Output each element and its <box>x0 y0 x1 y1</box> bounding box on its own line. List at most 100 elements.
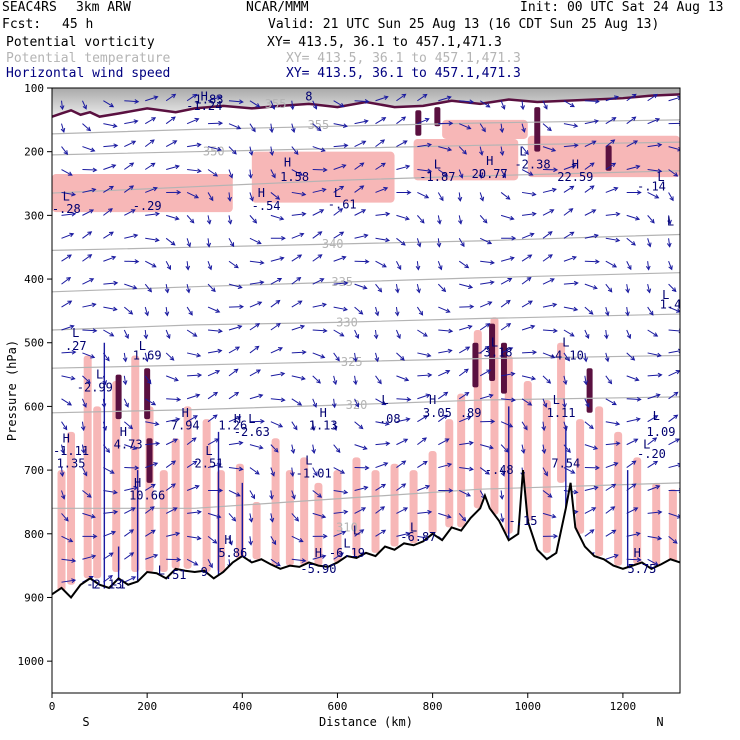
pv-annotation-5: 1.58 <box>280 170 309 184</box>
wind-arrow-head <box>339 102 345 108</box>
pv-column-13 <box>252 501 261 560</box>
wind-arrow <box>647 511 662 514</box>
wind-arrow <box>103 256 116 262</box>
pv-annotation-24: L <box>662 288 669 302</box>
wind-arrow-head <box>400 356 405 361</box>
wind-arrow <box>249 169 252 178</box>
wind-arrow-head <box>189 218 195 224</box>
wind-arrow-head <box>631 483 637 488</box>
wind-arrow <box>500 100 505 110</box>
field-xy-theta: XY= 413.5, 36.1 to 457.1,471.3 <box>286 51 521 66</box>
wind-arrow-head <box>649 310 654 316</box>
pv-annotation-61: 1.35 <box>57 457 86 471</box>
wind-arrow-head <box>169 356 175 361</box>
wind-arrow-head <box>499 517 505 523</box>
wind-arrow <box>270 490 273 499</box>
pv-column-3 <box>93 406 102 579</box>
wind-arrow <box>207 215 211 224</box>
wind-arrow-head <box>235 492 241 497</box>
wind-arrow-head <box>143 334 149 340</box>
wind-arrow-head <box>655 393 661 398</box>
center-label: NCAR/MMM <box>246 0 309 15</box>
wind-arrow-head <box>633 507 639 512</box>
wind-arrow <box>605 117 616 125</box>
wind-arrow <box>668 329 680 332</box>
wind-arrow-head <box>275 561 281 567</box>
wind-arrow <box>375 483 386 491</box>
wind-arrow <box>207 238 210 247</box>
wind-arrow-head <box>298 538 304 543</box>
wind-arrow-head <box>108 552 114 557</box>
wind-arrow-head <box>319 278 325 283</box>
wind-arrow <box>647 535 662 540</box>
wind-arrow-head <box>212 414 218 420</box>
wind-arrow <box>312 123 322 131</box>
wind-arrow <box>82 169 97 171</box>
wind-arrow-head <box>510 371 516 377</box>
wind-arrow-head <box>552 302 558 308</box>
wind-arrow-head <box>612 263 618 268</box>
pv-annotation-57: L <box>205 444 212 458</box>
wind-arrow-head <box>237 324 243 330</box>
wind-arrow-head <box>343 280 349 286</box>
wind-arrow <box>396 375 409 381</box>
init-time: Init: 00 UTC Sat 24 Aug 13 <box>520 0 724 15</box>
wind-arrow <box>291 146 299 155</box>
theta-label-2: 340 <box>322 237 344 251</box>
wind-arrow-head <box>610 506 616 511</box>
wind-arrow-head <box>550 354 556 359</box>
wind-arrow <box>584 375 587 385</box>
wind-arrow <box>521 169 533 176</box>
wind-arrow <box>605 442 620 446</box>
wind-arrow <box>82 490 92 498</box>
wind-arrow <box>542 352 555 359</box>
wind-arrow-head <box>277 347 283 352</box>
wind-arrow-head <box>90 147 96 152</box>
wind-arrow-head <box>195 393 201 398</box>
wind-arrow-head <box>275 195 281 200</box>
wind-arrow-head <box>593 233 599 239</box>
wind-arrow <box>249 301 262 308</box>
wind-arrow-head <box>320 354 326 359</box>
wind-arrow <box>166 532 180 537</box>
wind-arrow <box>584 421 594 429</box>
wind-arrow-head <box>380 139 386 144</box>
wind-arrow <box>312 254 323 262</box>
wind-arrow <box>186 415 198 423</box>
wind-arrow-head <box>593 445 599 450</box>
pv-annotation-37: 7.94 <box>171 419 200 433</box>
wind-arrow <box>605 139 615 147</box>
wind-arrow <box>82 512 96 518</box>
wind-arrow <box>396 237 406 246</box>
wind-arrow <box>81 398 87 408</box>
pv-column-0 <box>57 470 66 592</box>
wind-arrow-head <box>341 255 347 261</box>
wind-arrow-head <box>460 242 465 248</box>
wind-arrow-head <box>549 278 555 283</box>
wind-arrow <box>396 140 408 148</box>
wind-arrow <box>605 483 616 491</box>
wind-arrow-head <box>604 311 610 317</box>
wind-arrow-head <box>69 324 75 330</box>
wind-arrow <box>291 300 302 308</box>
wind-arrow <box>144 352 148 362</box>
wind-arrow-head <box>416 288 421 294</box>
wind-arrow <box>333 511 348 514</box>
wind-arrow-head <box>60 448 65 454</box>
wind-arrow <box>417 169 432 172</box>
wind-arrow <box>417 144 432 148</box>
wind-arrow-head <box>468 440 474 446</box>
wind-arrow <box>668 283 677 292</box>
wind-arrow <box>354 162 364 170</box>
wind-arrow-head <box>377 379 382 385</box>
wind-arrow <box>165 352 175 361</box>
wind-arrow-head <box>69 232 75 238</box>
wind-arrow-head <box>443 391 449 397</box>
wind-arrow <box>668 306 680 313</box>
wind-arrow-head <box>80 426 86 432</box>
wind-arrow <box>124 120 138 125</box>
wind-arrow-head <box>595 259 600 264</box>
wind-arrow <box>459 123 471 130</box>
wind-arrow <box>480 260 494 264</box>
wind-arrow <box>124 185 134 193</box>
